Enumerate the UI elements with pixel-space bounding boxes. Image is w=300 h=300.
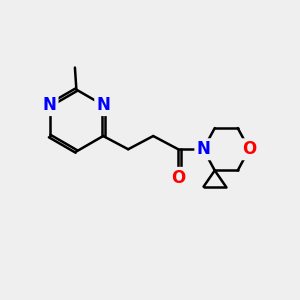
- Text: N: N: [43, 96, 57, 114]
- Text: O: O: [171, 169, 185, 187]
- Text: O: O: [242, 140, 256, 158]
- Text: N: N: [96, 96, 110, 114]
- Text: N: N: [196, 140, 210, 158]
